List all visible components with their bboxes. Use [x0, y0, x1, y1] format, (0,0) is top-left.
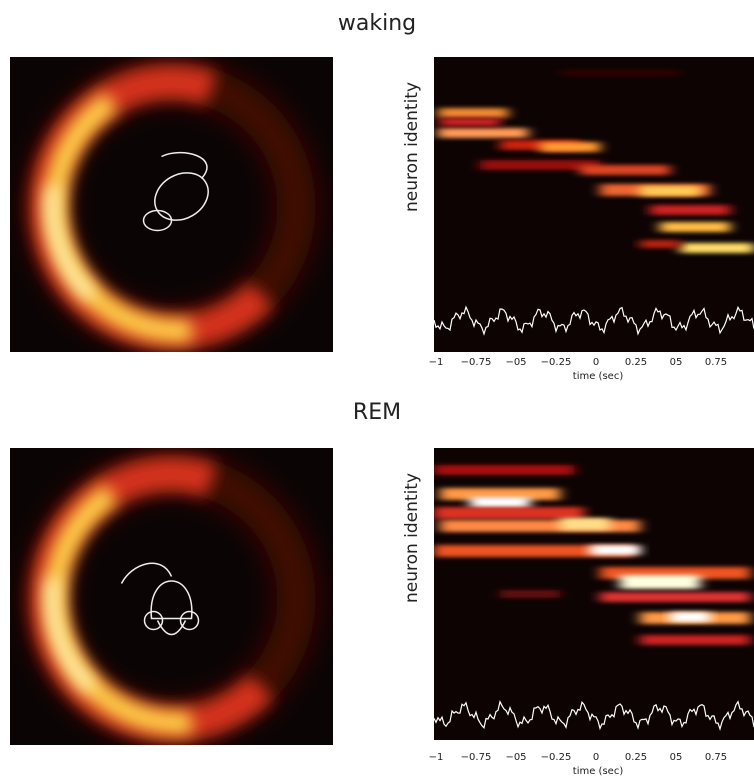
heatmap-band [434, 465, 574, 475]
heatmap-band [680, 243, 754, 253]
x-tick-label: −1 [429, 752, 444, 763]
heatmap [434, 57, 754, 352]
heatmap-band [500, 590, 560, 598]
heatmap-band [560, 70, 680, 76]
x-tick-label: 0.75 [705, 357, 727, 368]
heatmap-band [600, 592, 750, 602]
heatmap-band [660, 222, 730, 232]
x-tick-label: 0 [593, 752, 599, 763]
x-tick-label: 0.25 [625, 752, 647, 763]
heatmap-band [560, 518, 610, 530]
heatmap-band [434, 507, 584, 519]
x-tick-label: −1 [429, 357, 444, 368]
x-tick-label: −05 [505, 357, 526, 368]
heatmap-band [590, 545, 640, 555]
heatmap-band [438, 128, 528, 138]
heatmap-band [670, 612, 710, 622]
heatmap-band [650, 205, 730, 215]
x-tick-label: 0 [593, 357, 599, 368]
heatmap-band [438, 108, 508, 118]
figure: waking neuron identity −1 −0.75 −05 −0.25 0 0.2… [0, 0, 754, 779]
panel-title: waking [338, 11, 416, 36]
heatmap-band [540, 142, 600, 152]
x-tick-label: 0.75 [705, 752, 727, 763]
x-tick-label: −0.25 [541, 357, 572, 368]
x-tick-label: −0.25 [541, 752, 572, 763]
x-tick-label: −05 [505, 752, 526, 763]
heatmap-band [620, 575, 700, 589]
heatmap-band [640, 186, 700, 196]
heatmap-band [580, 165, 670, 175]
x-tick-label: 05 [670, 752, 683, 763]
heatmap-band [440, 118, 500, 126]
x-tick-label: 05 [670, 357, 683, 368]
heatmap-band [640, 240, 680, 248]
x-axis-label: time (sec) [573, 766, 624, 777]
heatmap-band [640, 635, 750, 645]
x-axis-label: time (sec) [573, 371, 624, 382]
y-axis-label: neuron identity [402, 473, 422, 603]
x-tick-label: −0.75 [461, 357, 492, 368]
panel-title: REM [353, 400, 401, 425]
x-tick-label: −0.75 [461, 752, 492, 763]
y-axis-label: neuron identity [402, 82, 422, 212]
x-tick-label: 0.25 [625, 357, 647, 368]
